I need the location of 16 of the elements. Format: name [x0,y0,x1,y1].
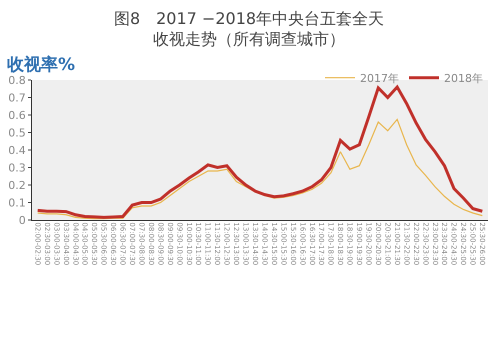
legend-label: 2018年 [444,72,483,85]
y-tick-label: 0.3 [8,161,26,174]
chart-title: 图8 2017 −2018年中央台五套全天 [114,8,384,28]
y-axis-title: 收视率% [7,55,76,75]
legend-label: 2017年 [360,72,399,85]
line-series [36,86,484,219]
y-tick-label: 0.1 [8,196,26,210]
y-tick-label: 0.6 [8,108,26,122]
chart-subtitle: 收视走势（所有调查城市） [153,30,345,49]
y-tick-label: 0.8 [8,74,26,87]
y-tick-label: 0.5 [8,126,26,140]
y-tick-label: 0 [18,214,26,227]
line-series [37,118,483,220]
y-tick-label: 0.7 [8,91,26,104]
y-tick-label: 0.2 [8,178,26,192]
y-tick-label: 0.4 [8,144,26,157]
